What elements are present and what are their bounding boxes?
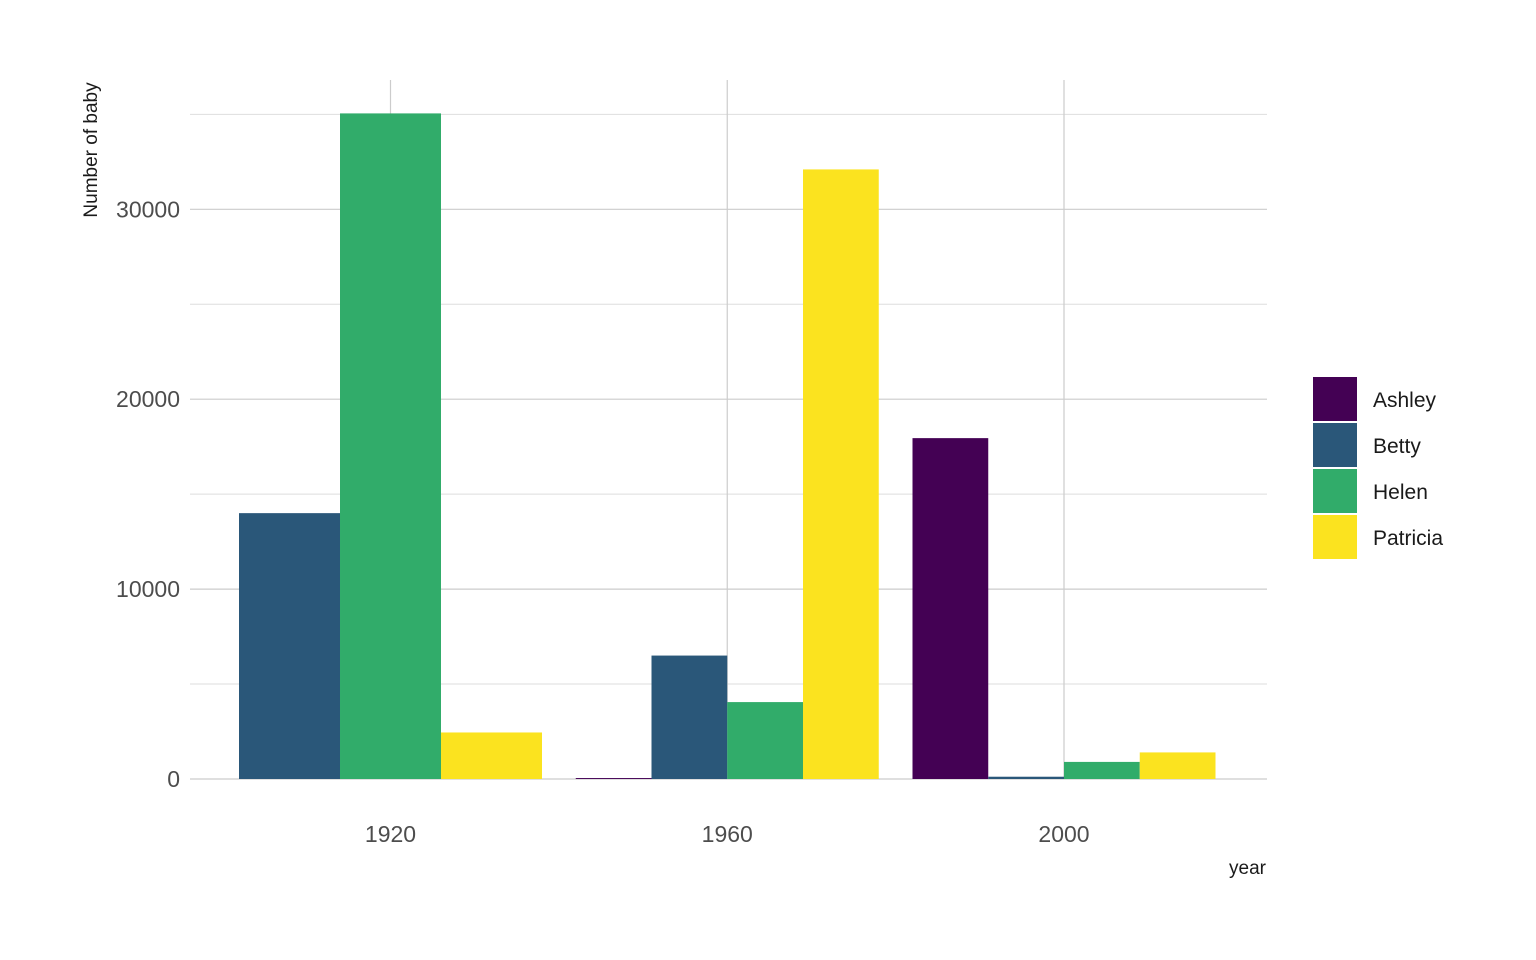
legend-label-ashley: Ashley	[1373, 389, 1437, 412]
legend-label-helen: Helen	[1373, 481, 1428, 504]
bar-helen-2000	[1064, 761, 1140, 779]
bar-betty-2000	[988, 776, 1064, 779]
bar-patricia-1920	[441, 732, 542, 779]
legend-swatch-ashley	[1313, 377, 1357, 421]
legend-swatch-patricia	[1313, 515, 1357, 559]
y-tick-label: 10000	[116, 576, 180, 602]
legend-label-patricia: Patricia	[1373, 527, 1443, 550]
bar-ashley-2000	[912, 438, 989, 779]
bar-helen-1920	[340, 113, 441, 779]
bar-patricia-1960	[803, 169, 879, 779]
bar-betty-1920	[239, 513, 340, 779]
bar-helen-1960	[727, 702, 803, 779]
y-tick-label: 20000	[116, 386, 180, 412]
legend: Ashley Betty Helen Patricia	[1313, 377, 1443, 559]
legend-swatch-betty	[1313, 423, 1357, 467]
bar-patricia-2000	[1139, 752, 1216, 779]
y-axis-ticks: 0 10000 20000 30000	[116, 196, 180, 792]
x-tick-label: 1920	[365, 821, 416, 847]
y-axis-title: Number of baby	[81, 82, 102, 218]
x-axis-ticks: 1920 1960 2000	[365, 821, 1090, 847]
bars	[239, 113, 1216, 779]
y-tick-label: 0	[167, 766, 180, 792]
x-tick-label: 1960	[702, 821, 753, 847]
bar-ashley-1960	[575, 778, 652, 779]
legend-label-betty: Betty	[1373, 435, 1421, 458]
x-axis-title: year	[1229, 858, 1267, 879]
y-tick-label: 30000	[116, 196, 180, 222]
legend-swatch-helen	[1313, 469, 1357, 513]
x-tick-label: 2000	[1038, 821, 1089, 847]
bar-betty-1960	[651, 655, 728, 779]
